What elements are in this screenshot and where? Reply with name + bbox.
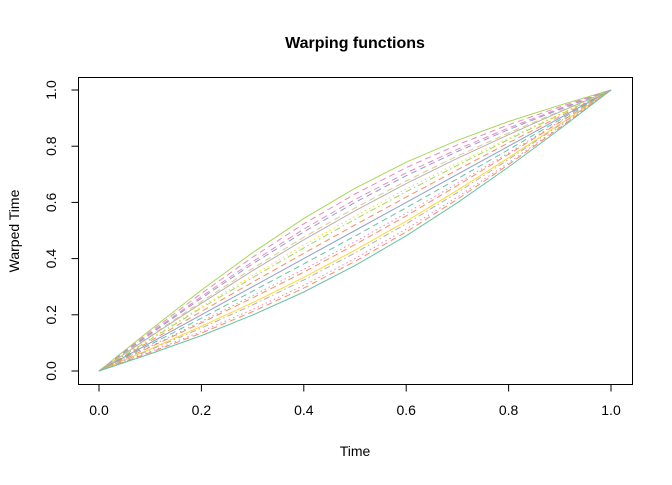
warping-curve-13 <box>98 89 612 372</box>
chart-title: Warping functions <box>285 35 425 52</box>
x-tick-label: 0.0 <box>89 402 109 418</box>
warping-curve-1 <box>98 89 612 372</box>
warping-curve-8 <box>98 89 612 372</box>
warping-curve-10 <box>98 89 612 372</box>
warping-curve-17 <box>98 89 612 372</box>
warping-curve-2 <box>98 89 612 372</box>
warping-curve-5 <box>98 89 612 372</box>
y-axis-label: Warped Time <box>6 189 22 272</box>
y-tick-label: 0.2 <box>43 305 59 325</box>
warping-curve-16 <box>98 89 612 372</box>
y-tick-label: 0.4 <box>43 249 59 269</box>
y-tick-label: 0.0 <box>43 361 59 381</box>
y-tick-label: 0.6 <box>43 192 59 212</box>
warping-curve-11 <box>98 89 612 372</box>
y-tick-label: 0.8 <box>43 136 59 156</box>
x-tick-label: 0.6 <box>396 402 416 418</box>
x-axis-label: Time <box>340 443 371 459</box>
series-lines <box>98 89 612 372</box>
warping-curve-12 <box>98 89 612 372</box>
warping-curve-6 <box>98 89 612 372</box>
y-tick-label: 1.0 <box>43 80 59 100</box>
warping-curve-15 <box>98 89 612 372</box>
y-axis: 0.0 0.2 0.4 0.6 0.8 1.0 <box>43 80 79 381</box>
x-tick-label: 0.8 <box>499 402 519 418</box>
x-axis: 0.0 0.2 0.4 0.6 0.8 1.0 <box>89 384 621 418</box>
warping-curve-18 <box>98 89 612 372</box>
x-tick-label: 0.4 <box>294 402 314 418</box>
warping-curve-14 <box>98 89 612 372</box>
warping-curve-4 <box>98 89 612 372</box>
x-tick-label: 1.0 <box>601 402 621 418</box>
warping-curve-9 <box>98 89 612 372</box>
warping-curve-3 <box>98 89 612 372</box>
x-tick-label: 0.2 <box>192 402 212 418</box>
